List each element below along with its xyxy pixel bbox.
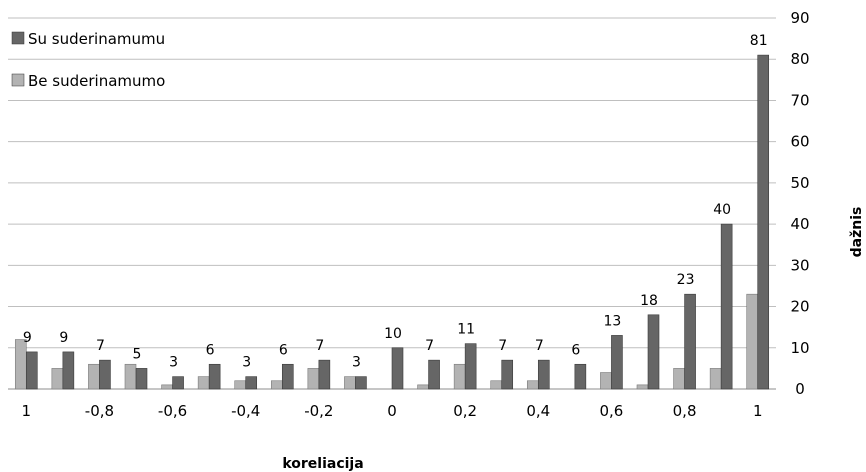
bar-su-suderinamumu (537, 359, 550, 390)
bar-su-suderinamumu (172, 376, 184, 390)
data-label: 3 (169, 355, 178, 371)
data-label: 3 (242, 355, 251, 371)
data-label: 6 (206, 342, 215, 358)
bar-be-suderinamumo (197, 376, 210, 390)
data-label: 9 (23, 330, 32, 346)
y-tick-label: 40 (790, 215, 809, 233)
y-tick-label: 80 (790, 50, 809, 68)
bar-be-suderinamumo (600, 372, 612, 390)
y-tick-label: 10 (790, 339, 809, 357)
bar-su-suderinamumu (611, 335, 623, 390)
legend: Su suderinamumu Be suderinamumo (11, 30, 165, 90)
x-tick-label: -0,8 (85, 402, 114, 420)
bar-be-suderinamumo (124, 363, 137, 390)
data-label: 7 (498, 338, 507, 354)
bar-su-suderinamumu (757, 54, 770, 390)
bar-be-suderinamumo (51, 368, 64, 390)
bar-su-suderinamumu (135, 368, 148, 390)
y-tick-label: 90 (790, 9, 809, 27)
bar-be-suderinamumo (161, 384, 173, 390)
data-label: 7 (425, 338, 434, 354)
y-axis-ticks: 0 10 20 30 40 50 60 70 80 90 (790, 9, 809, 398)
bar-su-suderinamumu (464, 343, 477, 390)
data-label: 18 (640, 293, 658, 309)
bar-su-suderinamumu (355, 376, 367, 390)
y-tick-label: 30 (790, 256, 809, 274)
x-tick-label: 0,6 (599, 402, 623, 420)
bar-be-suderinamumo (14, 339, 27, 390)
bar-su-suderinamumu (647, 314, 660, 390)
bar-be-suderinamumo (490, 380, 503, 390)
bar-su-suderinamumu (574, 363, 587, 390)
bar-su-suderinamumu (245, 376, 258, 390)
data-label: 11 (457, 322, 475, 338)
bar-be-suderinamumo (746, 293, 759, 390)
data-label: 7 (96, 338, 105, 354)
x-tick-label: 0,2 (453, 402, 477, 420)
bars-group (14, 54, 770, 390)
bar-su-suderinamumu (720, 223, 733, 390)
bar-su-suderinamumu (25, 351, 38, 390)
data-label: 9 (59, 330, 68, 346)
x-tick-label: 1 (753, 402, 763, 420)
x-tick-label: 0,4 (526, 402, 550, 420)
x-tick-label: 0 (387, 402, 397, 420)
bar-su-suderinamumu (281, 363, 294, 390)
x-axis-ticks: 1 -0,8 -0,6 -0,4 -0,2 0 0,2 0,4 0,6 0,8 1 (22, 402, 763, 420)
bar-be-suderinamumo (673, 368, 685, 390)
legend-label-be-suderinamumo: Be suderinamumo (28, 72, 165, 90)
y-tick-label: 60 (790, 133, 809, 151)
data-label: 13 (604, 313, 622, 329)
bar-be-suderinamumo (307, 368, 320, 390)
bar-su-suderinamumu (62, 351, 75, 390)
y-tick-label: 70 (790, 91, 809, 109)
bar-be-suderinamumo (88, 363, 100, 390)
x-tick-label: -0,2 (304, 402, 333, 420)
data-label: 6 (571, 342, 580, 358)
bar-su-suderinamumu (391, 347, 404, 390)
bar-su-suderinamumu (208, 363, 221, 390)
legend-swatch-su-suderinamumu (11, 31, 25, 45)
x-tick-label: -0,4 (231, 402, 260, 420)
data-labels-group: 9 9 7 5 3 6 3 6 7 3 10 7 11 7 7 6 13 18 23 40 81 (23, 33, 768, 371)
data-label: 6 (279, 342, 288, 358)
bar-be-suderinamumo (526, 380, 539, 390)
gridlines (8, 17, 776, 390)
x-tick-label: 0,8 (673, 402, 697, 420)
bar-be-suderinamumo (344, 376, 356, 390)
y-tick-label: 20 (790, 298, 809, 316)
bar-be-suderinamumo (270, 380, 283, 390)
bar-su-suderinamumu (501, 359, 514, 390)
data-label: 3 (352, 355, 361, 371)
bar-su-suderinamumu (428, 359, 440, 390)
data-label: 81 (750, 33, 768, 49)
bar-be-suderinamumo (417, 384, 429, 390)
bar-be-suderinamumo (636, 384, 649, 390)
x-tick-label: -0,6 (158, 402, 187, 420)
bar-su-suderinamumu (99, 359, 111, 390)
bar-be-suderinamumo (709, 368, 722, 390)
bar-su-suderinamumu (318, 359, 331, 390)
y-axis-title: dažnis (849, 207, 865, 258)
legend-label-su-suderinamumu: Su suderinamumu (28, 30, 165, 48)
data-label: 40 (713, 202, 731, 218)
data-label: 10 (384, 326, 402, 342)
data-label: 23 (677, 272, 695, 288)
data-label: 7 (535, 338, 544, 354)
legend-swatch-be-suderinamumo (11, 73, 25, 87)
x-axis-title: koreliacija (282, 456, 363, 472)
data-label: 5 (133, 346, 142, 362)
y-tick-label: 0 (795, 380, 805, 398)
bar-su-suderinamumu (684, 293, 696, 390)
bar-be-suderinamumo (234, 380, 247, 390)
y-tick-label: 50 (790, 174, 809, 192)
bar-be-suderinamumo (453, 363, 466, 390)
x-tick-label: 1 (22, 402, 32, 420)
data-label: 7 (315, 338, 324, 354)
